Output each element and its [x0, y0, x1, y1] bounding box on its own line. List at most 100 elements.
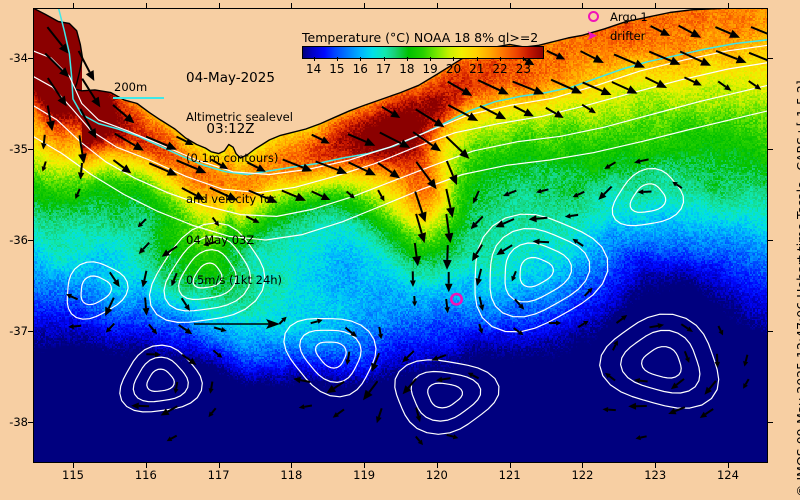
velocity-arrow [550, 78, 583, 94]
velocity-arrow [68, 323, 82, 330]
sealevel-contour-closed [163, 235, 252, 312]
velocity-arrow [743, 378, 750, 389]
velocity-arrow [513, 105, 534, 117]
velocity-arrow [714, 353, 720, 368]
velocity-arrow [415, 435, 423, 446]
velocity-arrow [512, 80, 545, 95]
velocity-arrow [141, 270, 148, 288]
velocity-arrow [472, 244, 483, 262]
velocity-arrow [79, 108, 97, 139]
velocity-arrow [580, 50, 604, 63]
velocity-arrow [161, 245, 178, 257]
velocity-arrow [347, 133, 376, 146]
date-time-block: 04-May-2025 03:12Z [186, 36, 275, 172]
colorbar-tickmark [383, 57, 385, 61]
velocity-arrow [637, 189, 652, 195]
map-plot-area[interactable] [33, 8, 768, 463]
velocity-arrow [412, 295, 418, 307]
sealevel-contour [33, 44, 768, 176]
velocity-arrow [628, 402, 647, 410]
sealevel-contour [33, 110, 768, 241]
velocity-arrow [213, 326, 227, 333]
velocity-arrow [679, 50, 711, 66]
velocity-arrow [634, 378, 648, 384]
velocity-arrow [605, 372, 616, 382]
velocity-arrow [582, 81, 612, 96]
colorbar-gradient [302, 46, 544, 59]
y-tick-label: -35 [9, 142, 28, 157]
velocity-arrow [546, 49, 566, 60]
velocity-scale-arrow-icon [194, 319, 280, 330]
velocity-arrow [678, 24, 702, 38]
velocity-arrow [649, 323, 665, 329]
velocity-arrow [282, 158, 313, 172]
velocity-arrow [680, 323, 693, 332]
x-tick-label: 120 [425, 468, 448, 482]
colorbar-tickmark [360, 57, 362, 61]
x-tick-label: 122 [571, 468, 594, 482]
date-label: 04-May-2025 [186, 70, 275, 86]
velocity-arrow [377, 162, 401, 179]
velocity-arrow [326, 380, 345, 394]
sealevel-contour-closed [629, 183, 667, 213]
argo-circle-icon [588, 11, 599, 22]
x-tickmark-top [73, 3, 75, 8]
x-tickmark [655, 463, 657, 468]
velocity-arrow [148, 162, 178, 176]
velocity-arrow [311, 190, 331, 200]
sealevel-contour-closed [132, 356, 189, 403]
velocity-arrow [444, 272, 453, 293]
velocity-arrow [715, 26, 740, 38]
colorbar-tick-label: 17 [375, 62, 392, 76]
colorbar-title: Temperature (°C) NOAA 18 8% ql>=2 [302, 30, 539, 45]
y-tickmark-right [768, 240, 773, 242]
legend-item-drifter[interactable]: ➤ drifter [586, 27, 648, 46]
legend-item-argo[interactable]: Argo 1 [586, 8, 648, 27]
colorbar-tick-label: 20 [445, 62, 462, 76]
sealevel-contour-closed [410, 370, 482, 422]
annotation-line-4: 0.5m/s (1kt 24h) [186, 273, 283, 288]
argo-float-marker[interactable] [449, 292, 463, 306]
velocity-arrow [683, 76, 702, 86]
sealevel-contour-closed [611, 168, 685, 227]
sealevel-contour-closed [80, 275, 113, 306]
velocity-arrow [479, 105, 507, 120]
colorbar-tick-label: 19 [422, 62, 438, 76]
velocity-arrow [246, 161, 266, 172]
colorbar-tick-label: 16 [352, 62, 368, 76]
velocity-arrow [447, 104, 479, 121]
velocity-arrow [171, 272, 178, 287]
velocity-arrow [402, 350, 415, 363]
velocity-arrow [475, 268, 483, 286]
y-tickmark [28, 149, 33, 151]
velocity-arrow [148, 323, 158, 335]
y-tickmark [28, 331, 33, 333]
velocity-arrow [281, 189, 306, 201]
velocity-arrow [377, 326, 383, 340]
velocity-arrow [371, 352, 381, 372]
velocity-arrow [105, 297, 115, 316]
x-tick-label: 116 [134, 468, 157, 482]
velocity-arrow [577, 320, 589, 328]
velocity-arrow [442, 245, 452, 270]
y-tick-label: -36 [9, 233, 28, 248]
annotation-block: Altimetric sealevel (0.1m contours) and … [186, 84, 293, 359]
velocity-arrow [635, 435, 647, 441]
velocity-arrow [615, 315, 628, 324]
velocity-arrow [415, 407, 422, 423]
x-tickmark-top [509, 3, 511, 8]
sst-raster-layer [33, 8, 768, 463]
x-tickmark-top [727, 3, 729, 8]
velocity-arrow [381, 105, 401, 118]
velocity-arrow [668, 406, 686, 415]
velocity-arrow [160, 405, 178, 416]
velocity-arrow [402, 378, 417, 395]
velocity-arrow [583, 287, 593, 297]
x-tick-label: 117 [207, 468, 230, 482]
velocity-arrow [717, 325, 724, 336]
x-tick-label: 118 [280, 468, 303, 482]
velocity-arrow [444, 298, 450, 314]
velocity-arrow [278, 316, 287, 325]
map-legend: Argo 1 ➤ drifter [586, 8, 648, 46]
y-tickmark-right [768, 58, 773, 60]
